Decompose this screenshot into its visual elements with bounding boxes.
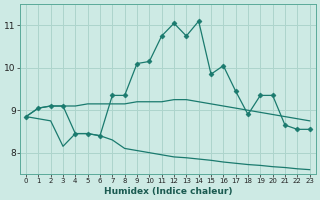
X-axis label: Humidex (Indice chaleur): Humidex (Indice chaleur) — [104, 187, 232, 196]
